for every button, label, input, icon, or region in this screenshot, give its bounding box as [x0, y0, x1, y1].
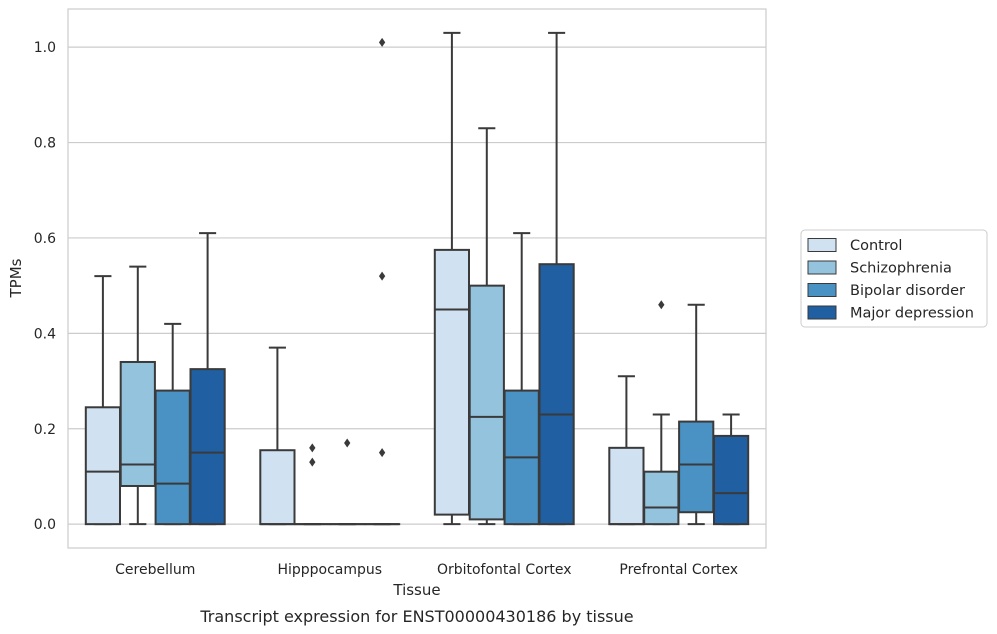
outlier-point [309, 457, 316, 467]
iqr-box [468, 284, 505, 521]
legend-label: Bipolar disorder [850, 283, 965, 299]
legend: Control Schizophrenia Bipolar disorder Majo… [800, 229, 988, 328]
box-control [608, 375, 645, 526]
x-tick-label: Prefrontal Cortex [619, 562, 738, 578]
iqr-box [643, 470, 680, 526]
iqr-box [433, 248, 471, 516]
y-tick-label: 0.6 [34, 231, 56, 247]
outlier-point [344, 438, 351, 448]
box-schizophrenia [468, 127, 505, 526]
box-bipolar-disorder [329, 438, 366, 526]
legend-swatch [807, 305, 837, 320]
box-control [433, 31, 471, 526]
legend-frame [800, 229, 988, 328]
y-tick-label: 0.0 [34, 517, 56, 533]
x-tick-label: Cerebellum [115, 562, 195, 578]
box-major-depression [189, 232, 226, 526]
box-bipolar-disorder [503, 232, 540, 526]
box-bipolar-disorder [154, 322, 191, 526]
y-tick-label: 0.4 [34, 326, 56, 342]
x-tick-label: Orbitofontal Cortex [437, 562, 572, 578]
outlier-point [378, 448, 386, 458]
legend-swatch [807, 238, 837, 252]
iqr-box [119, 360, 156, 487]
plot-frame [67, 8, 767, 549]
box-major-depression [363, 37, 401, 526]
iqr-box [538, 263, 575, 526]
boxes [84, 31, 750, 526]
box-schizophrenia [643, 300, 680, 526]
outlier-point [658, 300, 665, 310]
legend-swatch [807, 260, 837, 275]
legend-swatch [807, 283, 837, 297]
legend-label: Major depression [850, 306, 974, 322]
x-axis-label: Tissue [392, 581, 440, 599]
box-major-depression [538, 31, 575, 526]
iqr-box [608, 446, 645, 526]
legend-label: Control [850, 238, 902, 254]
outlier-point [378, 271, 386, 281]
iqr-box [84, 406, 122, 526]
box-major-depression [712, 413, 750, 526]
box-control [84, 275, 122, 526]
outlier-point [378, 37, 386, 47]
box-control [259, 346, 296, 526]
iqr-box [678, 420, 715, 514]
y-tick-labels: 0.0 0.2 0.4 0.6 0.8 1.0 [34, 40, 56, 533]
iqr-box [189, 368, 226, 526]
box-schizophrenia [119, 265, 156, 526]
iqr-box [712, 434, 750, 526]
box-bipolar-disorder [678, 303, 715, 526]
legend-label: Schizophrenia [850, 261, 952, 277]
box-schizophrenia [294, 443, 331, 526]
y-axis-label: TPMs [7, 258, 25, 298]
y-tick-label: 0.8 [34, 136, 56, 152]
y-tick-label: 1.0 [34, 40, 56, 56]
iqr-box [259, 449, 296, 526]
x-tick-labels: Cerebellum Hipppocampus Orbitofontal Corte… [115, 562, 738, 578]
y-tick-label: 0.2 [34, 422, 56, 438]
outlier-point [309, 443, 316, 453]
x-tick-label: Hipppocampus [277, 562, 382, 578]
chart-caption: Transcript expression for ENST0000043018… [199, 607, 633, 626]
iqr-box [154, 389, 191, 526]
